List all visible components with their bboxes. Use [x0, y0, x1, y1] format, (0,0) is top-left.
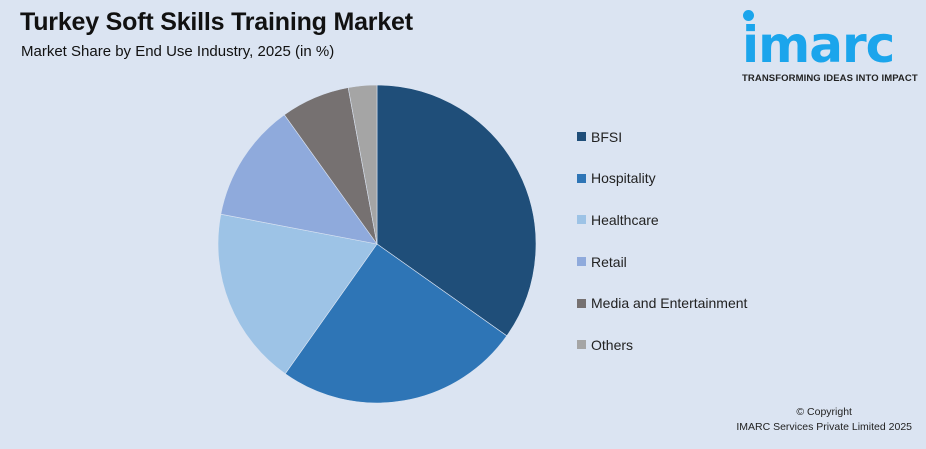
pie-slice-bfsi — [376, 84, 537, 337]
imarc-logo: imarc TRANSFORMING IDEAS INTO IMPACT — [738, 6, 918, 86]
legend-swatch-icon — [577, 215, 586, 225]
legend-swatch-icon — [577, 173, 586, 183]
legend-item-media-entertainment: Media and Entertainment — [577, 282, 747, 324]
copyright-notice: © Copyright IMARC Services Private Limit… — [736, 405, 912, 435]
legend-swatch-icon — [577, 257, 586, 267]
legend-item-healthcare: Healthcare — [577, 199, 747, 241]
legend-swatch-icon — [577, 340, 586, 350]
pie-slice-hospitality — [284, 243, 508, 404]
legend-label: Others — [591, 336, 634, 353]
copyright-line: © Copyright — [796, 406, 852, 418]
legend-label: Retail — [591, 253, 627, 270]
legend-swatch-icon — [577, 298, 586, 308]
legend-item-bfsi: BFSI — [577, 116, 747, 158]
legend-label: Hospitality — [591, 170, 656, 187]
legend-item-others: Others — [577, 324, 747, 366]
chart-legend: BFSI Hospitality Healthcare Retail Media… — [577, 128, 747, 366]
logo-tagline: TRANSFORMING IDEAS INTO IMPACT — [742, 73, 918, 84]
copyright-company: IMARC Services Private Limited 2025 — [736, 421, 912, 433]
logo-wordmark: imarc — [742, 16, 895, 74]
legend-item-hospitality: Hospitality — [577, 158, 747, 200]
legend-label: BFSI — [591, 128, 623, 145]
legend-label: Healthcare — [591, 211, 659, 228]
legend-item-retail: Retail — [577, 241, 747, 283]
legend-swatch-icon — [577, 132, 586, 142]
pie-chart — [217, 84, 537, 404]
chart-title: Turkey Soft Skills Training Market — [20, 8, 413, 36]
legend-label: Media and Entertainment — [591, 295, 748, 312]
logo-dot-icon — [743, 10, 754, 21]
pie-slice-others — [347, 84, 378, 245]
pie-slice-healthcare — [217, 213, 378, 375]
chart-subtitle: Market Share by End Use Industry, 2025 (… — [21, 43, 335, 60]
pie-slice-retail — [220, 114, 378, 245]
